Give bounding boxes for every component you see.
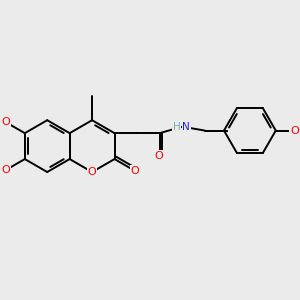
Text: O: O bbox=[155, 151, 164, 161]
Text: O: O bbox=[130, 166, 139, 176]
Text: O: O bbox=[1, 165, 10, 175]
Text: O: O bbox=[290, 126, 299, 136]
Text: O: O bbox=[1, 117, 10, 127]
Text: O: O bbox=[88, 167, 97, 177]
Text: H: H bbox=[173, 122, 181, 132]
Text: N: N bbox=[182, 122, 190, 132]
